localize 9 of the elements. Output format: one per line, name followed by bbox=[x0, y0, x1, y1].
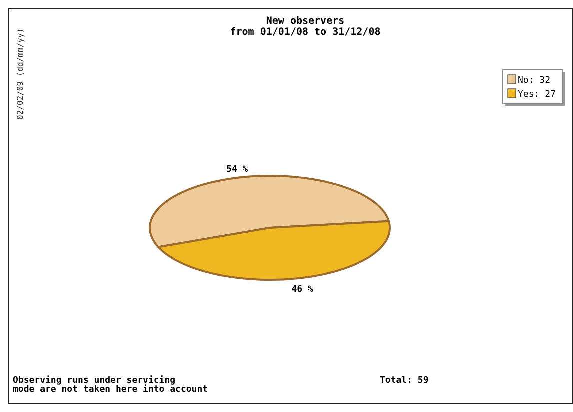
legend-label: Yes: 27 bbox=[518, 90, 556, 100]
chart-subtitle: from 01/01/08 to 31/12/08 bbox=[230, 27, 381, 38]
text: Observing runs under servicing mode are not taken here into account bbox=[13, 375, 208, 395]
legend-label: No: 32 bbox=[518, 76, 551, 86]
data-label: 54 % bbox=[226, 164, 249, 175]
data-label: 46 % bbox=[292, 285, 314, 296]
text: 02/02/09 (dd/mm/yy) bbox=[16, 28, 25, 120]
chart-title: New observers bbox=[266, 16, 345, 27]
text: Total: 59 bbox=[380, 376, 429, 386]
